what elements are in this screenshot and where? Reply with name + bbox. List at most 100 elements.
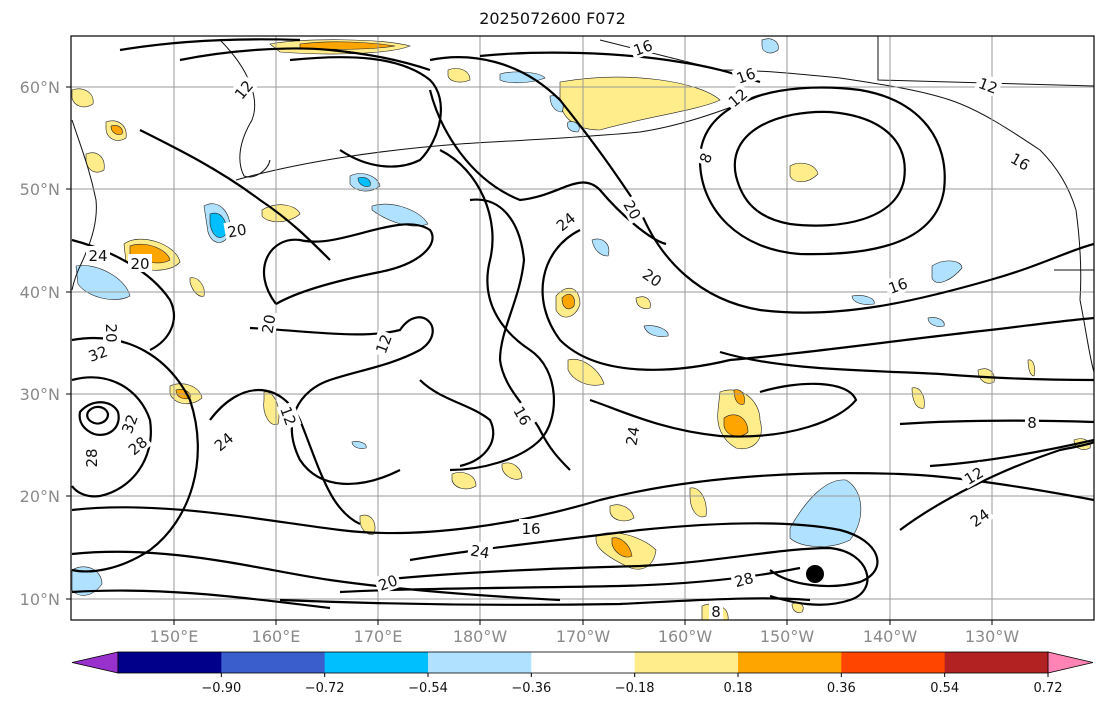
patch-orange	[611, 537, 633, 558]
lon-label: 150°E	[150, 627, 199, 646]
colorbar-bin	[118, 652, 222, 673]
contour-label-group: 12	[973, 72, 1003, 98]
contour-label-group: 20	[128, 254, 152, 273]
colorbar-bin	[428, 652, 532, 673]
contour-line	[419, 379, 495, 468]
contour-label: 20	[258, 313, 279, 335]
contour-label-group: 8	[1025, 413, 1039, 432]
contour-label-group: 20	[373, 569, 403, 595]
contour-label-group: 32	[116, 409, 142, 439]
contour-line	[541, 229, 1094, 371]
contour-label: 24	[88, 247, 107, 265]
figure-title: 2025072600 F072	[479, 9, 626, 28]
contour-label: 16	[734, 64, 758, 87]
lat-label: 40°N	[20, 283, 60, 302]
lon-label: 140°W	[863, 627, 918, 646]
contour-label: 20	[226, 220, 248, 241]
contour-line	[899, 419, 1094, 426]
patch-blue	[761, 38, 779, 54]
lat-label: 50°N	[20, 180, 60, 199]
coastline-canada	[1075, 209, 1094, 373]
contour-label: 12	[372, 332, 395, 356]
patch-yellow	[689, 487, 707, 518]
colorbar-frame	[117, 651, 1049, 674]
patch-blue	[371, 203, 429, 227]
contour-label-background	[709, 602, 723, 620]
contours	[71, 38, 1094, 610]
contour-label: 20	[376, 571, 400, 594]
colorbar-tick-label: −0.72	[305, 681, 345, 696]
contour-line	[279, 597, 811, 606]
contour-label-background	[276, 401, 302, 431]
contour-label-background	[509, 400, 537, 431]
contour-label-background	[122, 430, 153, 460]
contour-line	[249, 316, 434, 486]
colorbar-tick-label: 0.18	[724, 681, 753, 696]
lat-label: 10°N	[20, 590, 60, 609]
coastline-kamchatka	[71, 119, 97, 291]
contour-label-background	[883, 272, 913, 298]
patch-yellow	[263, 391, 280, 425]
contour-line	[698, 86, 946, 256]
contour-label-group: 28	[729, 567, 758, 591]
contour-label-background	[86, 246, 110, 264]
contour-label-background	[619, 194, 647, 225]
colorbar-bin	[738, 652, 842, 673]
contour-label: 12	[976, 74, 1000, 97]
lon-label: 160°W	[658, 627, 713, 646]
patch-blue	[851, 295, 875, 305]
patch-blue	[591, 238, 610, 257]
colorbar-tick-label: −0.54	[408, 681, 448, 696]
patch-yellow	[911, 387, 925, 409]
contour-line	[86, 405, 110, 425]
contour-label-background	[964, 502, 995, 532]
patch-yellow	[609, 504, 635, 522]
patch-yellow	[71, 88, 94, 108]
contour-label-background	[628, 36, 658, 60]
contour-label: 24	[622, 425, 643, 447]
colorbar-bin	[221, 652, 326, 673]
contour-line	[289, 56, 442, 168]
contour-label-background	[128, 254, 152, 272]
colorbar-tick-label: 0.36	[827, 681, 856, 696]
contour-label-background	[519, 519, 543, 537]
latitude-labels: 60°N 50°N 40°N 30°N 20°N 10°N	[20, 78, 60, 609]
contour-line	[71, 337, 199, 573]
patch-yellow	[567, 359, 605, 386]
patch-orange	[733, 389, 745, 405]
patch-blue	[567, 121, 580, 133]
patch-yellow	[635, 296, 651, 309]
colorbar-tick-label: −0.18	[615, 681, 655, 696]
contour-label: 32	[118, 412, 141, 436]
patch-yellow	[451, 472, 477, 490]
contour-label: 16	[886, 274, 910, 297]
contour-label-group: 32	[83, 340, 113, 366]
contour-label: 16	[521, 520, 540, 538]
contour-label: 24	[469, 541, 491, 562]
patch-orange	[561, 294, 575, 310]
contour-label-group: 16	[731, 62, 761, 88]
shaded-patches	[71, 38, 1091, 620]
patch-blue	[643, 325, 669, 337]
contour-label-background	[973, 72, 1003, 98]
lat-label: 60°N	[20, 78, 60, 97]
contour-label-group: 20	[102, 321, 121, 345]
contour-label: 20	[130, 255, 149, 273]
contour-label-background	[731, 62, 761, 88]
contour-label-background	[228, 74, 258, 105]
contour-label: 20	[102, 323, 120, 342]
contour-label-background	[1025, 413, 1039, 431]
contour-line	[439, 149, 556, 472]
patch-yellow	[1027, 359, 1036, 377]
contour-line	[71, 550, 561, 602]
patch-yellow	[359, 514, 376, 535]
contour-label-background	[373, 569, 403, 595]
patch-blue	[71, 566, 103, 596]
patch-cyan	[357, 177, 371, 187]
lon-label: 130°W	[965, 627, 1020, 646]
contour-line	[71, 589, 331, 610]
patch-blue	[931, 260, 963, 283]
colorbar: −0.90 −0.72 −0.54 −0.36 −0.18 0.18 0.36 0.54 0.7…	[71, 651, 1094, 696]
contour-label-background	[103, 321, 121, 345]
